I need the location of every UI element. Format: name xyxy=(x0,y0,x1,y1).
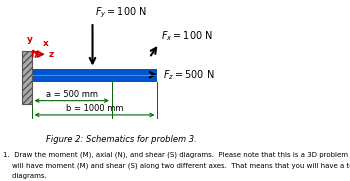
Text: y: y xyxy=(27,35,33,44)
Bar xyxy=(32,69,157,82)
Text: $F_z = 500\ \mathrm{N}$: $F_z = 500\ \mathrm{N}$ xyxy=(163,68,214,82)
Text: z: z xyxy=(49,50,54,59)
Text: will have moment (M) and shear (S) along two different axes.  That means that yo: will have moment (M) and shear (S) along… xyxy=(3,162,350,169)
Text: Figure 2: Schematics for problem 3.: Figure 2: Schematics for problem 3. xyxy=(46,135,197,144)
Bar xyxy=(22,51,32,104)
Text: diagrams.: diagrams. xyxy=(3,173,47,179)
Text: $F_y = 100\ \mathrm{N}$: $F_y = 100\ \mathrm{N}$ xyxy=(95,6,147,20)
Text: 1.  Draw the moment (M), axial (N), and shear (S) diagrams.  Please note that th: 1. Draw the moment (M), axial (N), and s… xyxy=(3,151,350,158)
Text: x: x xyxy=(43,39,49,49)
Text: a = 500 mm: a = 500 mm xyxy=(46,90,98,98)
Text: b = 1000 mm: b = 1000 mm xyxy=(66,104,123,113)
Text: $F_x = 100\ \mathrm{N}$: $F_x = 100\ \mathrm{N}$ xyxy=(161,29,214,43)
